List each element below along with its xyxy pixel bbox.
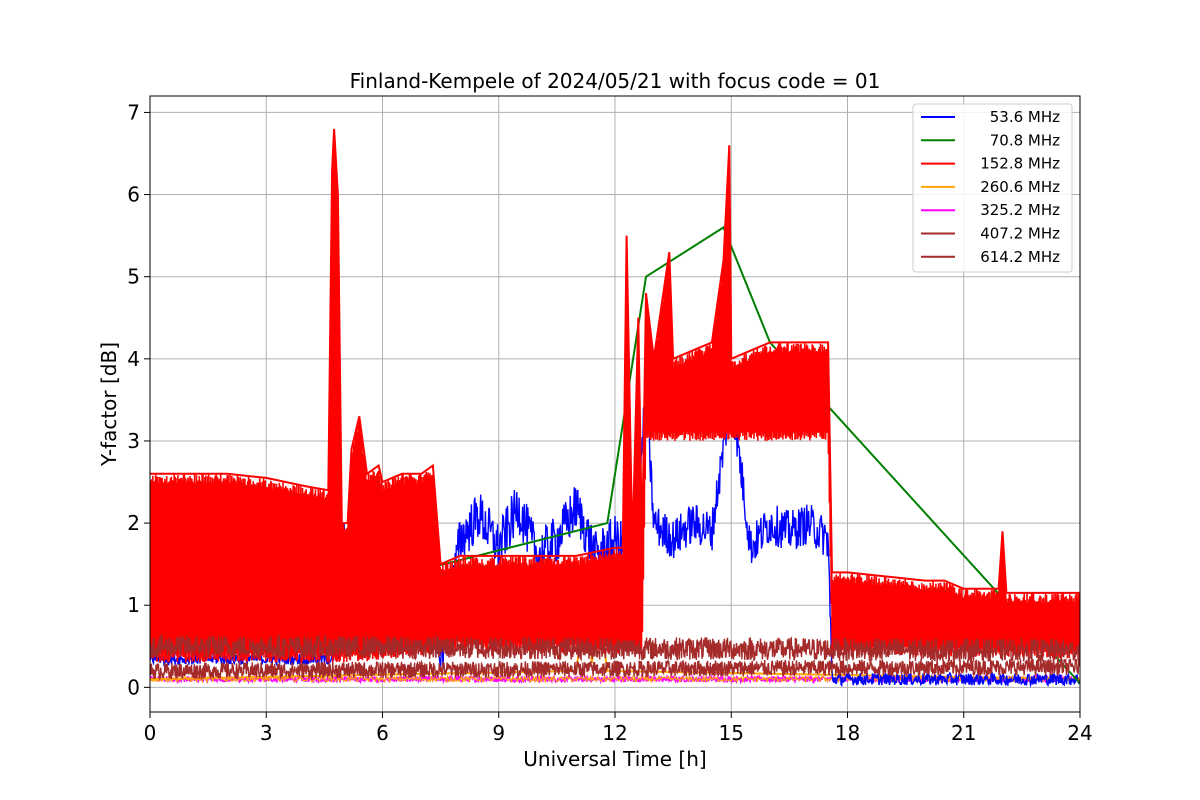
x-tick-label: 15 [719, 721, 744, 745]
series-614-2-mhz [150, 633, 1080, 664]
series-band [150, 134, 1080, 663]
legend-frame [912, 103, 1073, 273]
legend-label: 70.8 MHz [990, 131, 1060, 149]
x-tick-label: 21 [951, 721, 976, 745]
x-axis-label: Universal Time [h] [523, 747, 706, 771]
y-tick-label: 3 [127, 429, 140, 453]
legend-label: 260.6 MHz [980, 178, 1060, 196]
plot-area [150, 128, 1080, 688]
y-tick-label: 5 [127, 265, 140, 289]
chart-title: Finland-Kempele of 2024/05/21 with focus… [350, 69, 881, 93]
x-tick-label: 9 [492, 721, 505, 745]
y-tick-label: 7 [127, 100, 140, 124]
x-tick-label: 24 [1067, 721, 1092, 745]
legend-label: 53.6 MHz [990, 108, 1060, 126]
y-tick-label: 6 [127, 183, 140, 207]
series-trace [150, 656, 1080, 681]
series-152-8-mhz [150, 128, 1080, 663]
y-axis: 0 1 2 3 4 5 6 7 [127, 100, 150, 699]
series-layer [150, 128, 1080, 688]
x-tick-label: 0 [144, 721, 157, 745]
legend-label: 407.2 MHz [980, 225, 1060, 243]
y-tick-label: 1 [127, 593, 140, 617]
x-tick-label: 6 [376, 721, 389, 745]
legend-label: 325.2 MHz [980, 201, 1060, 219]
legend-label: 614.2 MHz [980, 248, 1060, 266]
legend-label: 152.8 MHz [980, 155, 1060, 173]
x-axis: 0 3 6 9 12 15 18 21 24 [144, 712, 1093, 745]
x-tick-label: 12 [602, 721, 627, 745]
legend: 53.6 MHz 70.8 MHz 152.8 MHz 260.6 MHz 325.2 … [912, 103, 1073, 273]
series-envelope [150, 128, 1080, 594]
series-trace [150, 633, 1080, 664]
x-tick-label: 3 [260, 721, 273, 745]
y-axis-label: Y-factor [dB] [97, 342, 121, 467]
y-tick-label: 0 [127, 675, 140, 699]
y-tick-label: 4 [127, 347, 140, 371]
x-tick-label: 18 [835, 721, 860, 745]
y-tick-label: 2 [127, 511, 140, 535]
series-407-2-mhz [150, 656, 1080, 681]
